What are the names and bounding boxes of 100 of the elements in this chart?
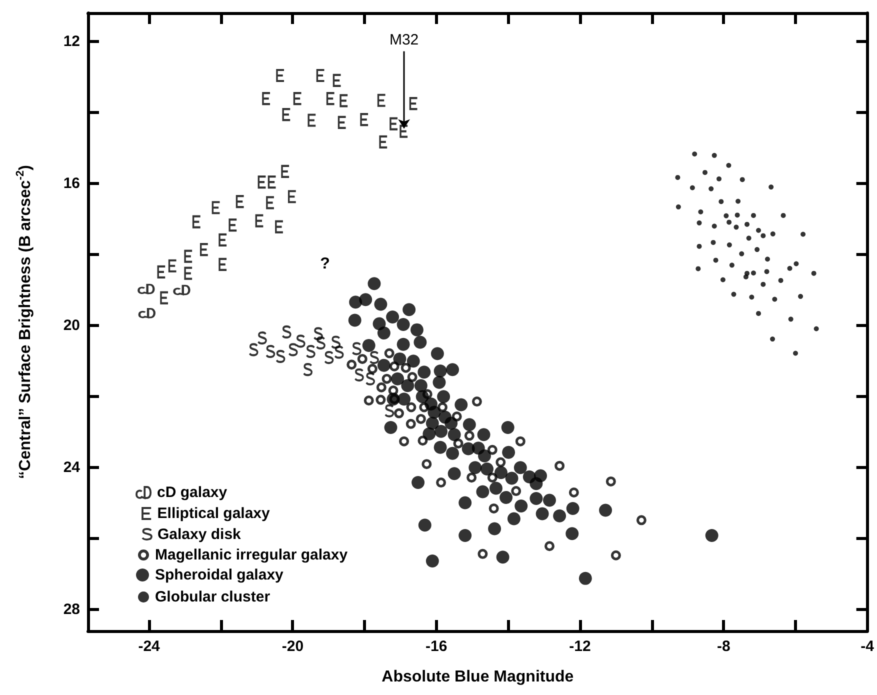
point [464, 430, 474, 441]
point [754, 247, 760, 252]
point [338, 116, 347, 129]
point [184, 250, 194, 263]
point [354, 368, 364, 382]
point [302, 363, 313, 376]
point [794, 261, 799, 266]
point [416, 414, 426, 424]
point [282, 108, 292, 122]
point [636, 515, 646, 526]
point [400, 362, 411, 373]
point [712, 224, 717, 229]
point [720, 277, 726, 282]
point [724, 213, 729, 218]
point [740, 177, 745, 182]
point [726, 162, 732, 168]
point [308, 114, 317, 127]
point [274, 220, 284, 234]
point [192, 215, 202, 228]
point [544, 541, 554, 552]
point [332, 74, 342, 87]
point [768, 184, 774, 190]
point [692, 152, 698, 156]
point [218, 234, 228, 246]
point [436, 478, 446, 488]
point [406, 418, 416, 429]
point [814, 326, 819, 332]
point [736, 198, 741, 204]
point [365, 372, 376, 386]
point [731, 292, 736, 297]
point [389, 361, 400, 372]
x-axis-title: Absolute Blue Magnitude [382, 668, 574, 686]
annotation: M32 [389, 31, 419, 48]
y-tick-label: 12 [63, 32, 80, 50]
point [377, 94, 386, 107]
point [734, 224, 739, 230]
point [466, 472, 477, 483]
point [472, 396, 482, 407]
point [331, 336, 341, 349]
point [716, 176, 722, 182]
point [478, 548, 488, 559]
point [352, 342, 362, 356]
point [778, 278, 784, 283]
point [228, 218, 238, 232]
point [800, 232, 806, 237]
x-tick-label: -4 [860, 638, 875, 655]
point [389, 394, 400, 404]
point [760, 282, 766, 287]
point [756, 228, 762, 233]
point [157, 265, 166, 278]
point [788, 316, 794, 322]
point [316, 69, 326, 82]
point [384, 404, 394, 418]
point [248, 343, 258, 356]
point [288, 190, 297, 204]
point [382, 374, 392, 384]
point [257, 332, 267, 344]
point [760, 233, 766, 238]
point [369, 351, 380, 364]
point [255, 214, 264, 228]
point [713, 258, 718, 263]
point [376, 382, 386, 392]
point [266, 196, 275, 210]
point [606, 476, 616, 486]
point [364, 396, 374, 406]
point [787, 266, 792, 271]
point [488, 503, 499, 514]
point [696, 220, 702, 226]
point [708, 186, 714, 192]
point [276, 350, 286, 363]
legend-label: Elliptical galaxy [157, 505, 271, 522]
point [346, 360, 357, 370]
legend-label: Spheroidal galaxy [155, 566, 284, 584]
point [437, 402, 448, 412]
point [236, 195, 245, 208]
point [422, 459, 432, 470]
y-tick-label: 16 [63, 174, 80, 192]
point [487, 472, 498, 483]
point [743, 274, 748, 280]
point [384, 348, 394, 358]
point [379, 135, 388, 148]
x-tick-label: -16 [426, 638, 448, 655]
point [406, 402, 416, 412]
point [453, 438, 464, 448]
point [702, 170, 708, 175]
point [744, 222, 750, 227]
point [772, 296, 778, 302]
point [367, 364, 378, 374]
point [487, 444, 498, 455]
point [764, 269, 770, 274]
point [515, 436, 526, 446]
point [258, 176, 267, 189]
point [798, 294, 804, 299]
point [610, 550, 621, 560]
legend-label: Galaxy disk [158, 526, 242, 543]
point [168, 259, 178, 272]
point [452, 411, 462, 422]
point [554, 460, 565, 471]
point [266, 345, 276, 358]
legend-label: Globular cluster [155, 588, 270, 606]
